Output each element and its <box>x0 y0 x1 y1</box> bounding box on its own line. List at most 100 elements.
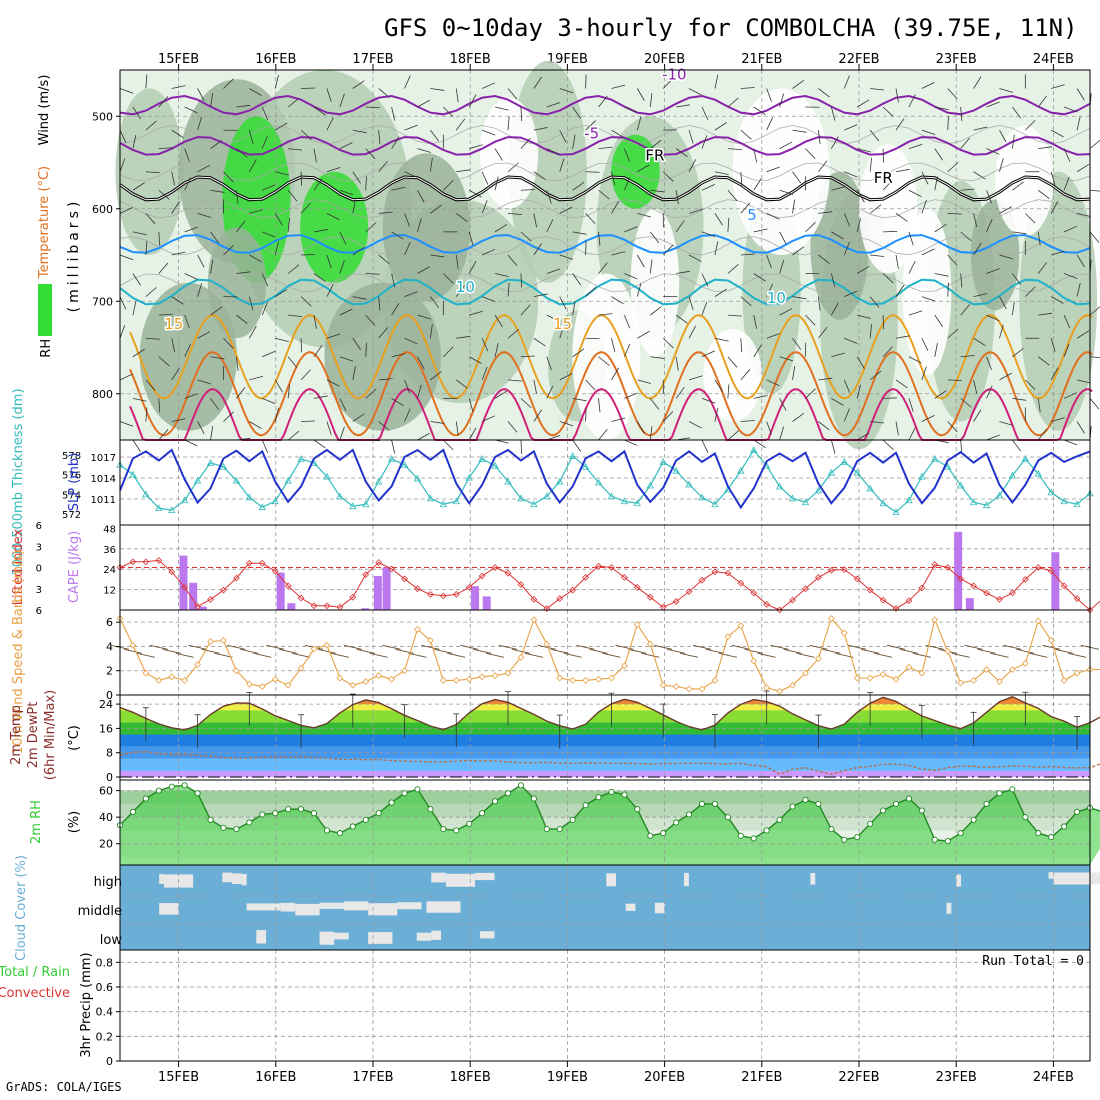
wind-barb <box>662 411 674 422</box>
rh2m-point <box>479 810 486 817</box>
wind-barb <box>572 348 585 358</box>
wind-barb <box>197 116 203 131</box>
precip-tick-label: 0 <box>106 1055 113 1068</box>
wind-barb <box>313 315 317 329</box>
wind-barb <box>895 284 905 297</box>
cloud-gap <box>319 931 335 945</box>
rh2m-point <box>789 803 796 810</box>
wind-barb-10m <box>589 648 608 654</box>
li-point <box>815 574 822 581</box>
li-point <box>194 603 201 610</box>
rh2m-point <box>194 790 201 797</box>
wind-barb <box>714 74 719 89</box>
wind-barb <box>766 421 772 435</box>
wind-barb <box>934 390 947 399</box>
wind-barb <box>688 159 696 172</box>
isotherm-freezing-inner <box>119 176 1091 201</box>
wind-barb <box>999 254 1014 260</box>
wind-barb <box>624 106 638 113</box>
wind-barb <box>986 268 1000 274</box>
wind-barb <box>611 129 624 138</box>
wind-barb-10m <box>498 644 518 650</box>
wind-barb <box>430 296 440 309</box>
li-line <box>119 559 1100 611</box>
wind-barb <box>145 171 160 174</box>
wind-speed-point <box>168 673 176 681</box>
wind-barb <box>184 106 198 114</box>
li-point <box>168 568 176 576</box>
date-label-top: 19FEB <box>547 52 588 67</box>
wind-barb <box>391 303 400 316</box>
wind-barb <box>598 428 608 441</box>
wind-barb <box>1037 262 1048 274</box>
wind-barb <box>740 338 743 353</box>
wind-barb <box>766 166 780 173</box>
wind-barb <box>843 75 850 89</box>
wind-barb-10m <box>912 652 931 658</box>
wind-barb <box>1037 231 1041 246</box>
rh-swatch <box>38 284 52 336</box>
rh2m-point <box>220 824 227 831</box>
wind-barb <box>895 168 910 173</box>
cloud-level-label: low <box>100 933 123 948</box>
wind-barb <box>999 129 1007 143</box>
wind-barb <box>740 253 755 256</box>
rh2m-units: (%) <box>67 811 82 834</box>
rh-contour-region <box>970 199 1020 311</box>
rh2m-point <box>233 826 240 833</box>
wind-barb <box>973 76 982 89</box>
wind-barb <box>171 171 176 186</box>
wind-barb <box>1076 421 1085 434</box>
cloud-gap <box>946 902 952 914</box>
wind-barb <box>249 88 262 96</box>
li-point <box>698 576 706 584</box>
wind-barb <box>468 231 474 246</box>
wind-barb <box>455 118 466 131</box>
precip-tick-label: 0.2 <box>96 1030 114 1043</box>
rh2m-point <box>1022 814 1029 821</box>
wind-barb <box>753 395 768 399</box>
li-point <box>750 589 758 597</box>
date-label-top: 20FEB <box>644 52 685 67</box>
wind-barb <box>197 331 211 339</box>
wind-barb <box>1025 379 1036 391</box>
wind-barb <box>223 337 234 349</box>
wind-barb <box>1089 398 1100 410</box>
wind-barb <box>1025 119 1036 131</box>
wind-barb <box>469 144 483 150</box>
wind-barb <box>313 106 326 116</box>
wind-barb <box>287 264 300 274</box>
wind-barb <box>339 398 347 412</box>
wind-barb <box>533 293 548 298</box>
wind-barb <box>986 101 1000 108</box>
wind-barb <box>650 356 665 359</box>
cloud-gap <box>416 932 432 941</box>
wind-speed-point <box>1073 669 1081 677</box>
wind-barb <box>585 213 596 224</box>
li-point <box>1021 576 1029 583</box>
wind-barb <box>184 393 198 399</box>
wind-barb <box>934 342 938 357</box>
cape-bar <box>954 531 963 610</box>
wind-barb <box>611 201 620 214</box>
temp-tick-label: 0 <box>106 771 113 784</box>
wind-barb <box>650 139 662 149</box>
wind-barb <box>494 224 508 233</box>
wind-barb <box>1037 95 1048 108</box>
wind-barb <box>611 367 620 381</box>
wind-axis-label: Wind (m/s) <box>37 75 52 146</box>
temp-tick-label: 8 <box>106 747 113 760</box>
wind-barb <box>481 82 496 89</box>
slp-tick-label: 1014 <box>91 474 116 485</box>
wind-barb-10m <box>253 652 272 658</box>
wind-barb <box>326 117 334 131</box>
wind-barb <box>598 313 613 316</box>
wind-speed-point <box>621 662 628 670</box>
wind-barb <box>326 421 332 435</box>
li-point <box>245 559 253 567</box>
pressure-tick-label: 800 <box>92 388 113 401</box>
li-point <box>659 603 667 611</box>
wind-barb-10m <box>1055 648 1074 654</box>
li-point <box>1034 564 1042 571</box>
rh2m-point <box>957 830 964 837</box>
